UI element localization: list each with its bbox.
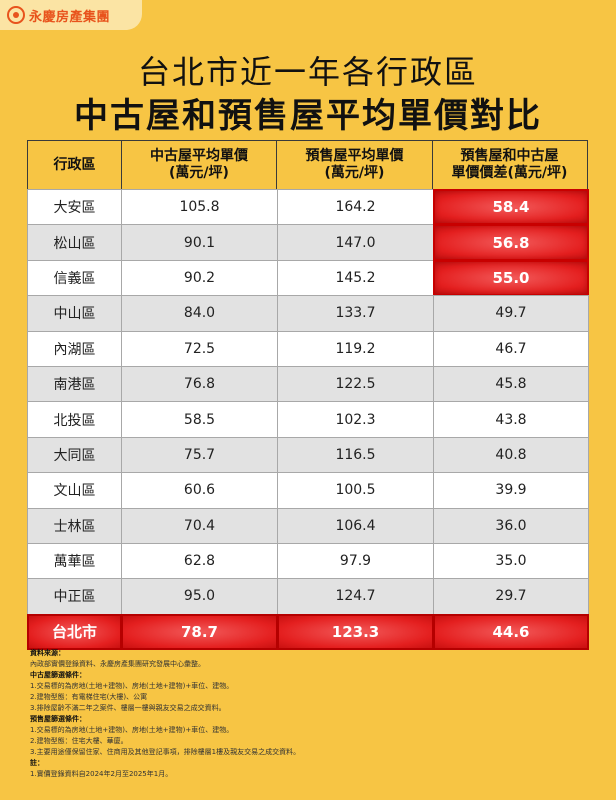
column-header-price-gap-text: 預售屋和中古屋 單價價差(萬元/坪) <box>451 148 568 181</box>
logo-text: 永慶房產集團 <box>29 9 111 25</box>
district-cell: 台北市 <box>27 613 122 651</box>
note-line: 3.主要用途僅保留住家、住商用及其他登記事項，排除樓層1樓及親友交易之成交資料。 <box>30 748 301 756</box>
note-heading: 資料來源： <box>30 649 65 657</box>
table-row: 松山區 90.1 147.0 56.8 <box>27 224 590 261</box>
presale-price-cell: 116.5 <box>277 436 434 474</box>
resale-price-cell: 70.4 <box>121 507 278 544</box>
logo-icon <box>7 6 25 24</box>
column-header-resale-price: 中古屋平均單價 (萬元/坪) <box>120 140 278 190</box>
table-row: 文山區 60.6 100.5 39.9 <box>27 472 590 509</box>
column-header-district-text: 行政區 <box>53 156 96 173</box>
presale-price-cell: 106.4 <box>277 507 434 544</box>
district-cell: 南港區 <box>27 365 122 403</box>
total-row: 台北市 78.7 123.3 44.6 <box>27 613 590 651</box>
table-body: 大安區 105.8 164.2 58.4 松山區 90.1 147.0 56.8 信義區 90.2… <box>27 189 590 651</box>
price-gap-cell: 46.7 <box>433 330 589 367</box>
price-gap-cell: 29.7 <box>433 578 589 615</box>
presale-price-cell: 100.5 <box>277 472 434 509</box>
price-comparison-table: 行政區 中古屋平均單價 (萬元/坪) 預售屋平均單價 (萬元/坪) 預售屋和中古屋單… <box>27 140 590 651</box>
resale-price-cell: 95.0 <box>121 578 278 615</box>
price-gap-cell: 35.0 <box>433 542 589 580</box>
district-cell: 中正區 <box>27 578 122 615</box>
note-heading: 註： <box>30 759 44 767</box>
note-line: 2.建物型態：有電梯住宅(大樓)、公寓 <box>30 693 148 701</box>
district-cell: 萬華區 <box>27 542 122 580</box>
presale-price-cell: 147.0 <box>277 224 434 261</box>
price-gap-cell: 44.6 <box>433 613 589 651</box>
column-header-presale-price: 預售屋平均單價 (萬元/坪) <box>276 140 433 190</box>
table-row: 中正區 95.0 124.7 29.7 <box>27 578 590 615</box>
district-cell: 信義區 <box>27 259 122 297</box>
presale-price-cell: 164.2 <box>277 189 434 226</box>
presale-price-cell: 124.7 <box>277 578 434 615</box>
footnotes: 資料來源： 內政部實價登錄資料、永慶房產集團研究發展中心彙整。 中古屋篩選條件： 1.… <box>30 648 590 780</box>
price-gap-cell: 49.7 <box>433 295 589 332</box>
note-line: 內政部實價登錄資料、永慶房產集團研究發展中心彙整。 <box>30 660 205 668</box>
price-gap-cell: 58.4 <box>433 189 589 226</box>
district-cell: 大安區 <box>27 189 122 226</box>
resale-price-cell: 72.5 <box>121 330 278 367</box>
table-row: 大同區 75.7 116.5 40.8 <box>27 436 590 474</box>
resale-price-cell: 62.8 <box>121 542 278 580</box>
resale-price-cell: 76.8 <box>121 365 278 403</box>
column-header-district: 行政區 <box>27 140 122 190</box>
price-gap-cell: 39.9 <box>433 472 589 509</box>
table-row: 北投區 58.5 102.3 43.8 <box>27 401 590 438</box>
resale-price-cell: 78.7 <box>121 613 278 651</box>
district-cell: 中山區 <box>27 295 122 332</box>
presale-price-cell: 102.3 <box>277 401 434 438</box>
district-cell: 文山區 <box>27 472 122 509</box>
district-cell: 士林區 <box>27 507 122 544</box>
table-row: 士林區 70.4 106.4 36.0 <box>27 507 590 544</box>
price-gap-cell: 55.0 <box>433 259 589 297</box>
table-row: 萬華區 62.8 97.9 35.0 <box>27 542 590 580</box>
district-cell: 松山區 <box>27 224 122 261</box>
column-header-presale-price-text: 預售屋平均單價 (萬元/坪) <box>305 148 404 181</box>
presale-price-cell: 123.3 <box>277 613 434 651</box>
presale-price-cell: 119.2 <box>277 330 434 367</box>
table-row: 中山區 84.0 133.7 49.7 <box>27 295 590 332</box>
resale-price-cell: 105.8 <box>121 189 278 226</box>
note-line: 3.排除屋齡不滿二年之案件、樓層一樓與親友交易之成交資料。 <box>30 704 226 712</box>
district-cell: 大同區 <box>27 436 122 474</box>
title-line-2: 中古屋和預售屋平均單價對比 <box>74 96 542 136</box>
price-gap-cell: 45.8 <box>433 365 589 403</box>
district-cell: 內湖區 <box>27 330 122 367</box>
resale-price-cell: 90.1 <box>121 224 278 261</box>
note-line: 1.交易標的為房地(土地+建物)、房地(土地+建物)+車位、建物。 <box>30 726 234 734</box>
resale-price-cell: 84.0 <box>121 295 278 332</box>
brand-logo: 永慶房產集團 <box>0 0 142 30</box>
note-line: 1.交易標的為房地(土地+建物)、房地(土地+建物)+車位、建物。 <box>30 682 234 690</box>
table-row: 內湖區 72.5 119.2 46.7 <box>27 330 590 367</box>
table-header: 行政區 中古屋平均單價 (萬元/坪) 預售屋平均單價 (萬元/坪) 預售屋和中古屋單… <box>27 140 590 190</box>
price-gap-cell: 56.8 <box>433 224 589 261</box>
resale-price-cell: 60.6 <box>121 472 278 509</box>
note-line: 2.建物型態：住宅大樓、華廈。 <box>30 737 128 745</box>
column-header-price-gap: 預售屋和中古屋 單價價差(萬元/坪) <box>431 140 588 190</box>
note-heading: 預售屋篩選條件： <box>30 715 86 723</box>
title-line-1: 台北市近一年各行政區 <box>137 53 478 91</box>
price-gap-cell: 40.8 <box>433 436 589 474</box>
note-line: 1.實價登錄資料自2024年2月至2025年1月。 <box>30 770 173 778</box>
presale-price-cell: 145.2 <box>277 259 434 297</box>
resale-price-cell: 90.2 <box>121 259 278 297</box>
table-row: 大安區 105.8 164.2 58.4 <box>27 189 590 226</box>
resale-price-cell: 75.7 <box>121 436 278 474</box>
note-heading: 中古屋篩選條件： <box>30 671 86 679</box>
presale-price-cell: 97.9 <box>277 542 434 580</box>
resale-price-cell: 58.5 <box>121 401 278 438</box>
price-gap-cell: 36.0 <box>433 507 589 544</box>
presale-price-cell: 133.7 <box>277 295 434 332</box>
column-header-resale-price-text: 中古屋平均單價 (萬元/坪) <box>150 148 248 181</box>
presale-price-cell: 122.5 <box>277 365 434 403</box>
price-gap-cell: 43.8 <box>433 401 589 438</box>
table-row: 信義區 90.2 145.2 55.0 <box>27 259 590 297</box>
table-row: 南港區 76.8 122.5 45.8 <box>27 365 590 403</box>
district-cell: 北投區 <box>27 401 122 438</box>
